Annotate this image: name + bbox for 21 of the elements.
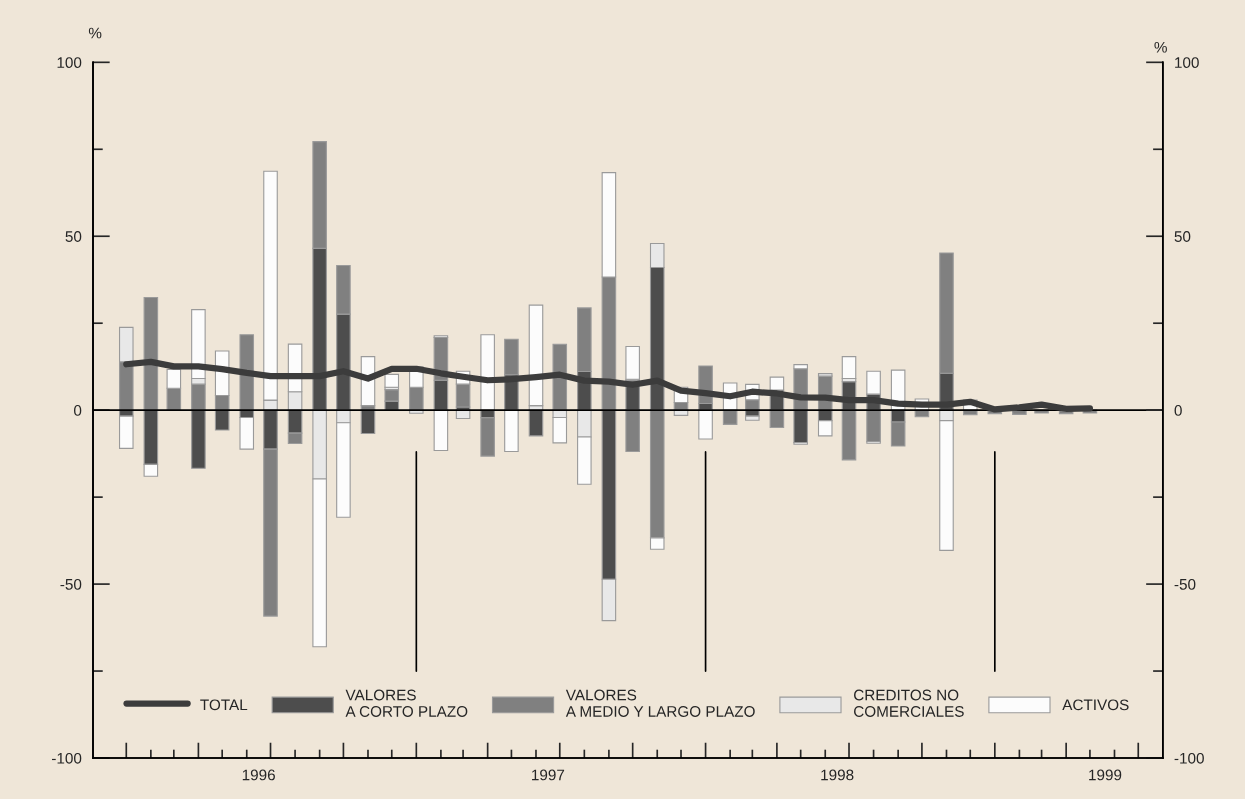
legend-label: VALORES A CORTO PLAZO	[345, 689, 468, 717]
legend-label: VALORES A MEDIO Y LARGO PLAZO	[565, 689, 755, 717]
y2-tick-label: 0	[1174, 405, 1182, 416]
x-tick-label: 1998	[821, 769, 854, 781]
y2-axis-title: %	[1154, 41, 1167, 53]
y-tick-label: 50	[65, 231, 82, 242]
legend-label: ACTIVOS	[1062, 699, 1129, 711]
x-tick-label: 1997	[532, 769, 565, 781]
x-tick-label: 1999	[1089, 769, 1122, 781]
y-tick-label: -100	[51, 752, 82, 764]
y-tick-label: -50	[60, 578, 82, 590]
y2-tick-label: -50	[1174, 578, 1196, 590]
y2-tick-label: 100	[1175, 57, 1199, 69]
y2-tick-label: 50	[1174, 231, 1191, 242]
y-tick-label: 100	[57, 57, 82, 69]
legend-label: TOTAL	[200, 699, 248, 711]
y-axis-title: %	[88, 27, 102, 39]
y-tick-label: 0	[73, 405, 82, 416]
legend-label: CREDITOS NO COMERCIALES	[854, 689, 964, 717]
x-tick-label: 1996	[242, 769, 275, 781]
y2-tick-label: -100	[1174, 752, 1204, 764]
